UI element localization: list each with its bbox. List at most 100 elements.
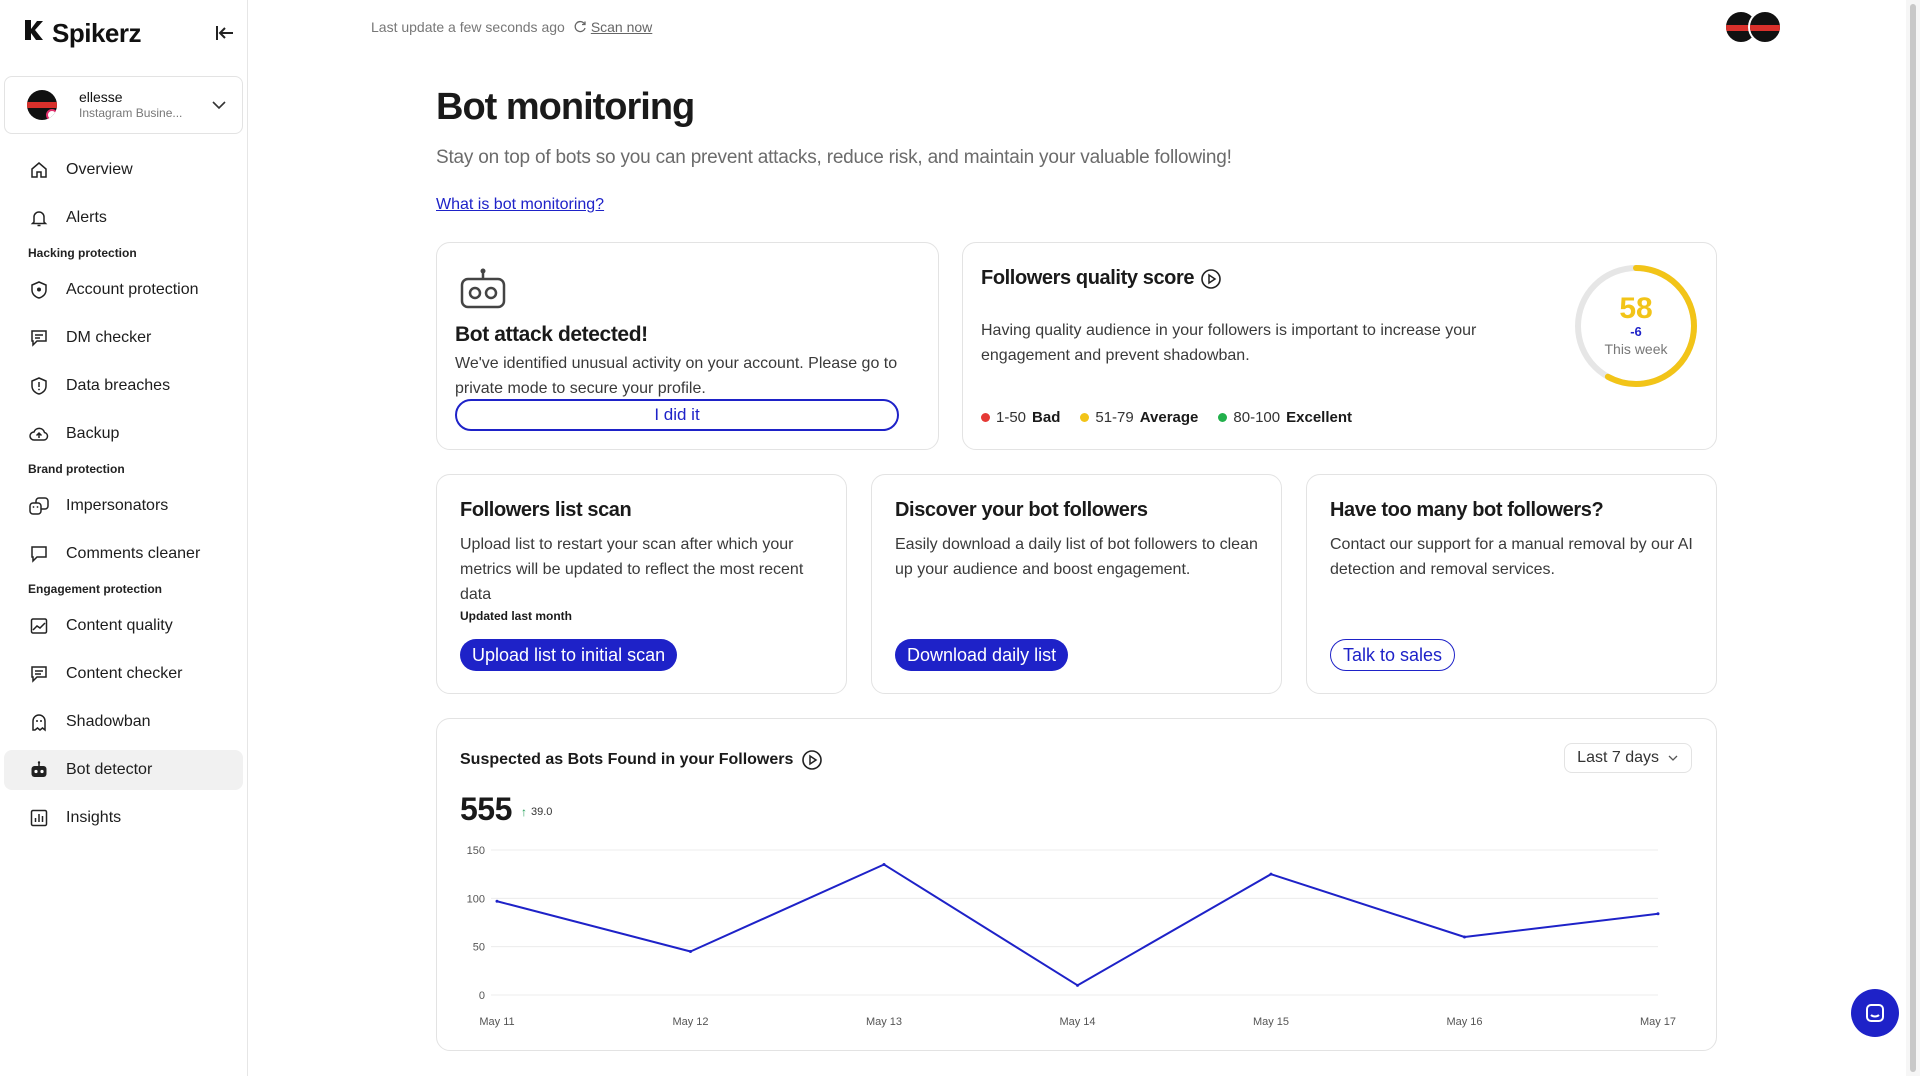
date-range-select[interactable]: Last 7 days xyxy=(1564,743,1692,773)
legend-excellent: 80-100 Excellent xyxy=(1218,409,1352,426)
message-list-icon xyxy=(28,327,50,349)
logo[interactable]: Spikerz xyxy=(22,17,142,49)
y-tick-label: 50 xyxy=(473,942,485,954)
quality-title-row: Followers quality score xyxy=(981,267,1222,290)
page-scrollbar[interactable] xyxy=(1906,0,1920,1076)
sidebar-item-label: Content quality xyxy=(66,617,173,634)
discover-description: Easily download a daily list of bot foll… xyxy=(895,536,1258,578)
logo-text: Spikerz xyxy=(52,17,142,48)
x-tick-label: May 16 xyxy=(1446,1016,1482,1028)
avatar xyxy=(1748,10,1782,44)
sidebar-item-label: Comments cleaner xyxy=(66,545,201,562)
bots-line-chart: 0 50 100 150 May 11 May 12 May 13 May 14 May 15 M… xyxy=(467,845,1676,1028)
gauge-arc xyxy=(1575,265,1697,387)
gauge-text: 58 -6 This week xyxy=(1573,263,1699,389)
sidebar-item-account-protection[interactable]: Account protection xyxy=(4,270,243,310)
quality-legend: 1-50 Bad 51-79 Average 80-100 Excellent xyxy=(981,409,1352,426)
sidebar-item-insights[interactable]: Insights xyxy=(4,798,243,838)
legend-dot xyxy=(1218,413,1228,422)
quality-score-gauge: 58 -6 This week xyxy=(1573,263,1699,389)
page-subtitle: Stay on top of bots so you can prevent a… xyxy=(436,147,1232,168)
followers-list-scan-card: Followers list scan Upload list to resta… xyxy=(436,474,847,694)
account-type: Instagram Busine... xyxy=(79,106,183,121)
profile-avatars[interactable] xyxy=(1724,10,1782,44)
page-title: Bot monitoring xyxy=(436,86,695,128)
play-circle-icon[interactable] xyxy=(801,749,823,771)
scan-now-link[interactable]: Scan now xyxy=(573,19,652,35)
account-switcher[interactable]: ellesse Instagram Busine... xyxy=(4,76,243,134)
section-brand-protection: Brand protection xyxy=(28,462,125,476)
y-tick-label: 0 xyxy=(479,990,485,1002)
sidebar-item-data-breaches[interactable]: Data breaches xyxy=(4,366,243,406)
play-circle-icon[interactable] xyxy=(1200,268,1222,290)
download-daily-list-button[interactable]: Download daily list xyxy=(895,639,1069,671)
upload-list-button[interactable]: Upload list to initial scan xyxy=(460,639,678,671)
chart-title-row: Suspected as Bots Found in your Follower… xyxy=(460,749,823,771)
data-point xyxy=(1656,912,1660,916)
date-range-value: Last 7 days xyxy=(1577,749,1659,766)
section-hacking-protection: Hacking protection xyxy=(28,246,137,260)
quality-score-period: This week xyxy=(1604,341,1668,357)
scrollbar-thumb[interactable] xyxy=(1910,4,1916,1072)
image-chart-icon xyxy=(28,615,50,637)
x-tick-label: May 14 xyxy=(1059,1016,1095,1028)
followers-list-scan-title: Followers list scan xyxy=(460,499,632,521)
topbar: Last update a few seconds ago Scan now xyxy=(371,19,652,35)
collapse-sidebar-button[interactable] xyxy=(210,18,240,48)
data-point xyxy=(689,950,692,953)
instagram-badge-icon xyxy=(46,109,57,120)
sidebar-item-shadowban[interactable]: Shadowban xyxy=(4,702,243,742)
sidebar-nav: Overview Alerts Hacking protection Accou… xyxy=(4,150,243,846)
too-many-bots-card: Have too many bot followers? Contact our… xyxy=(1306,474,1717,694)
sidebar-item-dm-checker[interactable]: DM checker xyxy=(4,318,243,358)
sidebar-item-label: Overview xyxy=(66,161,133,178)
updated-status: Updated last month xyxy=(460,609,573,623)
sidebar-item-overview[interactable]: Overview xyxy=(4,150,243,190)
x-tick-label: May 12 xyxy=(672,1016,708,1028)
support-chat-button[interactable] xyxy=(1851,989,1899,1037)
chat-icon xyxy=(1866,1004,1884,1022)
sidebar-item-alerts[interactable]: Alerts xyxy=(4,198,243,238)
refresh-icon xyxy=(574,20,586,33)
bot-attack-card: Bot attack detected! We've identified un… xyxy=(436,242,939,450)
legend-dot xyxy=(1080,413,1090,422)
what-is-bot-monitoring-link[interactable]: What is bot monitoring? xyxy=(436,196,605,213)
sidebar-item-content-quality[interactable]: Content quality xyxy=(4,606,243,646)
home-icon xyxy=(28,159,50,181)
shield-alert-icon xyxy=(28,375,50,397)
sidebar-item-impersonators[interactable]: Impersonators xyxy=(4,486,243,526)
legend-range: 1-50 xyxy=(996,409,1027,426)
robot-icon xyxy=(28,759,50,781)
too-many-description: Contact our support for a manual removal… xyxy=(1330,536,1693,578)
sidebar-item-label: DM checker xyxy=(66,329,152,346)
sidebar-item-bot-detector[interactable]: Bot detector xyxy=(4,750,243,790)
arrow-up-icon: ↑ xyxy=(521,805,527,819)
quality-score: 58 xyxy=(1619,292,1653,325)
sidebar-item-content-checker[interactable]: Content checker xyxy=(4,654,243,694)
bot-attack-title: Bot attack detected! xyxy=(455,323,648,346)
x-tick-label: May 15 xyxy=(1253,1016,1289,1028)
sidebar-item-label: Impersonators xyxy=(66,497,169,514)
y-tick-label: 100 xyxy=(467,893,485,905)
spikerz-logo-icon xyxy=(22,18,46,49)
document-check-icon xyxy=(28,663,50,685)
i-did-it-button[interactable]: I did it xyxy=(455,399,899,431)
sidebar-item-comments-cleaner[interactable]: Comments cleaner xyxy=(4,534,243,574)
data-point xyxy=(882,863,886,866)
legend-label: Excellent xyxy=(1286,409,1352,426)
y-tick-label: 150 xyxy=(467,845,485,857)
legend-average: 51-79 Average xyxy=(1080,409,1198,426)
chevron-down-icon xyxy=(1668,755,1678,761)
quality-title: Followers quality score xyxy=(981,267,1195,289)
talk-to-sales-button[interactable]: Talk to sales xyxy=(1330,639,1456,671)
comment-icon xyxy=(28,543,50,565)
section-engagement-protection: Engagement protection xyxy=(28,582,163,596)
suspected-bots-chart-card: Suspected as Bots Found in your Follower… xyxy=(436,718,1717,1051)
legend-dot xyxy=(981,413,990,422)
sidebar-item-label: Shadowban xyxy=(66,713,151,730)
followers-list-scan-description: Upload list to restart your scan after w… xyxy=(460,536,804,603)
legend-range: 51-79 xyxy=(1095,409,1134,426)
sidebar-item-backup[interactable]: Backup xyxy=(4,414,243,454)
bots-change-value: 39.0 xyxy=(531,806,553,818)
scan-now-label: Scan now xyxy=(590,19,653,35)
